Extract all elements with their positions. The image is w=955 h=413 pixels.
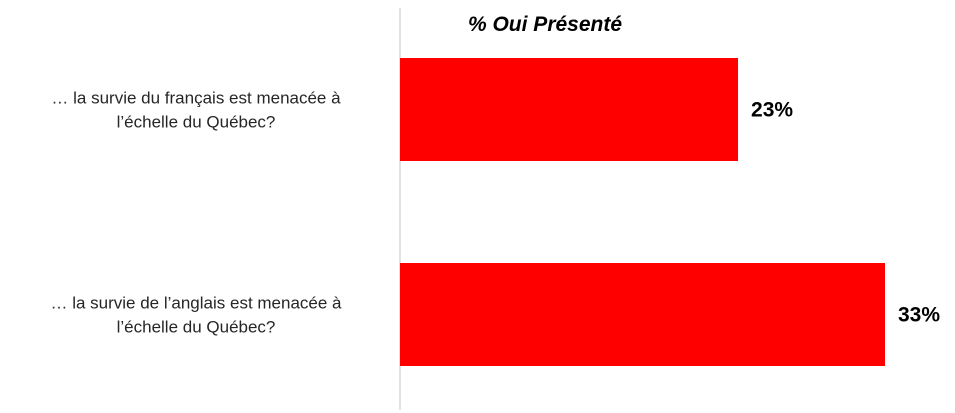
category-label-line: l’échelle du Québec? [117, 113, 276, 132]
category-label-line: … la survie de l’anglais est menacée à [50, 294, 342, 313]
category-label-2: … la survie de l’anglais est menacée à l’… [50, 294, 342, 337]
value-label-1: 23% [751, 99, 793, 122]
category-label-line: l’échelle du Québec? [117, 318, 276, 337]
value-label-2: 33% [898, 304, 940, 327]
bar-2 [400, 263, 885, 366]
bar-1 [400, 58, 739, 161]
bars-group: 23% … la survie du français est menacée à… [50, 58, 940, 366]
chart-title: % Oui Présenté [468, 13, 622, 36]
category-label-line: … la survie du français est menacée à [51, 89, 341, 108]
category-label-1: … la survie du français est menacée à l’é… [51, 89, 341, 132]
